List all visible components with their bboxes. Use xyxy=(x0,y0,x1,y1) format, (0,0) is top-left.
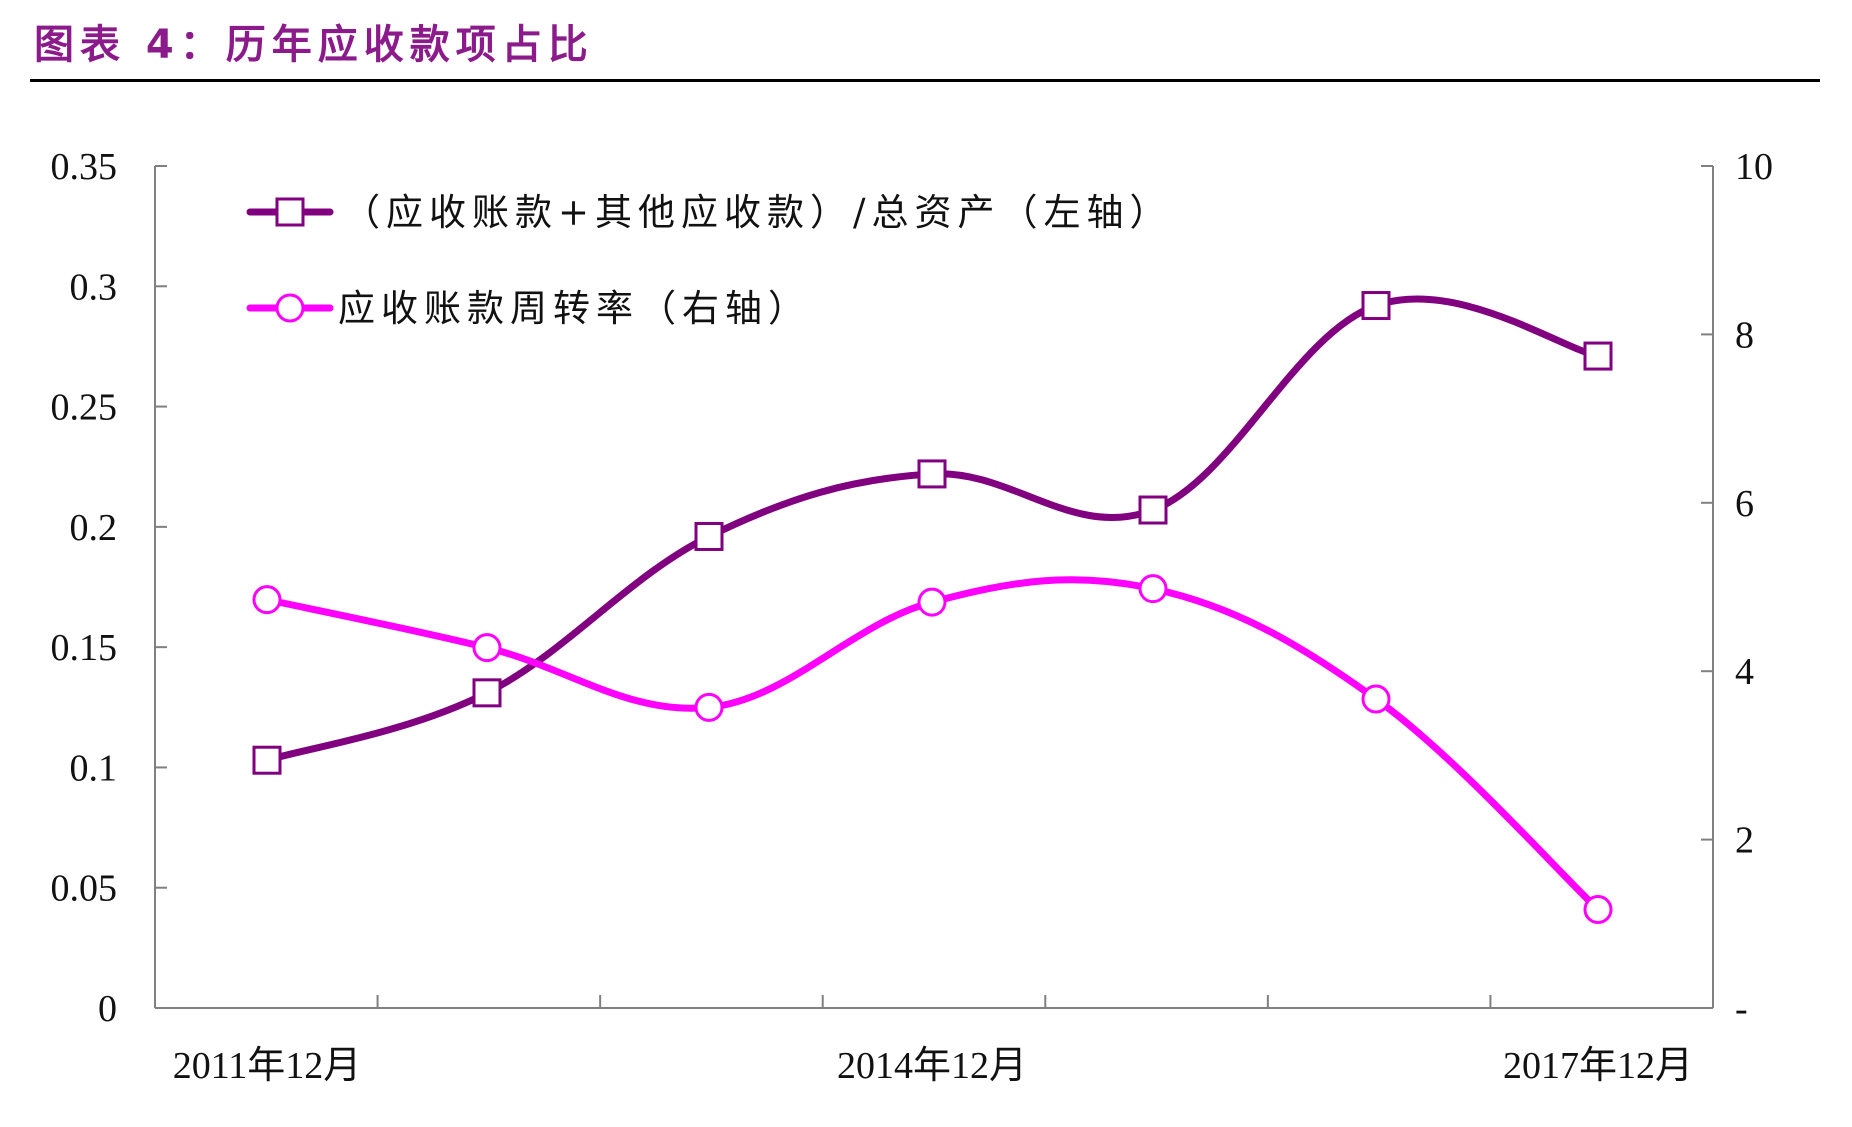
receivables-ratio-line xyxy=(263,295,1602,764)
x-axis-ticks: 2011年12月 2014年12月 2017年12月 xyxy=(173,995,1693,1087)
x-tick-label: 2014年12月 xyxy=(837,1045,1027,1087)
receivables-ratio-point xyxy=(252,745,282,775)
right-tick-label: 10 xyxy=(1735,146,1773,188)
receivables-ratio-point xyxy=(694,521,724,551)
series-layer xyxy=(252,291,1613,924)
left-tick-label: 0 xyxy=(98,988,117,1030)
turnover-rate-point xyxy=(1138,574,1168,604)
right-tick-label: - xyxy=(1735,988,1748,1030)
right-tick-label: 6 xyxy=(1735,483,1754,525)
turnover-rate-point xyxy=(917,587,947,617)
chart-title: 图表 4：历年应收款项占比 xyxy=(34,22,594,68)
left-tick-label: 0.1 xyxy=(70,747,118,789)
left-axis-ticks: 0 0.05 0.1 0.15 0.2 0.25 0.3 0.35 xyxy=(51,146,167,1030)
turnover-rate-point xyxy=(694,692,724,722)
right-tick-label: 4 xyxy=(1735,651,1754,693)
left-tick-label: 0.3 xyxy=(70,266,118,308)
receivables-ratio-point xyxy=(917,459,947,489)
turnover-rate-point xyxy=(252,585,282,615)
turnover-rate-point xyxy=(472,633,502,663)
axes xyxy=(154,166,1714,1009)
right-axis-ticks: - 2 4 6 8 10 xyxy=(1701,146,1773,1030)
receivables-ratio-point xyxy=(472,678,502,708)
right-tick-label: 8 xyxy=(1735,314,1754,356)
legend-square-marker xyxy=(275,197,305,227)
left-tick-label: 0.2 xyxy=(70,507,118,549)
left-tick-label: 0.15 xyxy=(51,627,118,669)
turnover-rate-line xyxy=(263,576,1602,913)
receivables-ratio-point xyxy=(1583,341,1613,371)
legend-label: 应收账款周转率（右轴） xyxy=(338,287,811,330)
x-tick-label: 2017年12月 xyxy=(1503,1045,1693,1087)
left-tick-label: 0.25 xyxy=(51,387,118,429)
turnover-rate-point xyxy=(1361,684,1391,714)
title-divider xyxy=(30,79,1820,82)
receivables-ratio-point xyxy=(1361,291,1391,321)
left-tick-label: 0.35 xyxy=(51,146,118,188)
legend: （应收账款+其他应收款）/总资产（左轴） 应收账款周转率（右轴） xyxy=(246,191,1172,330)
turnover-rate-point xyxy=(1583,894,1613,924)
right-tick-label: 2 xyxy=(1735,820,1754,862)
x-tick-label: 2011年12月 xyxy=(173,1045,362,1087)
left-tick-label: 0.05 xyxy=(51,868,118,910)
receivables-ratio-point xyxy=(1138,495,1168,525)
legend-circle-marker xyxy=(275,293,305,323)
legend-label: （应收账款+其他应收款）/总资产（左轴） xyxy=(343,191,1172,234)
